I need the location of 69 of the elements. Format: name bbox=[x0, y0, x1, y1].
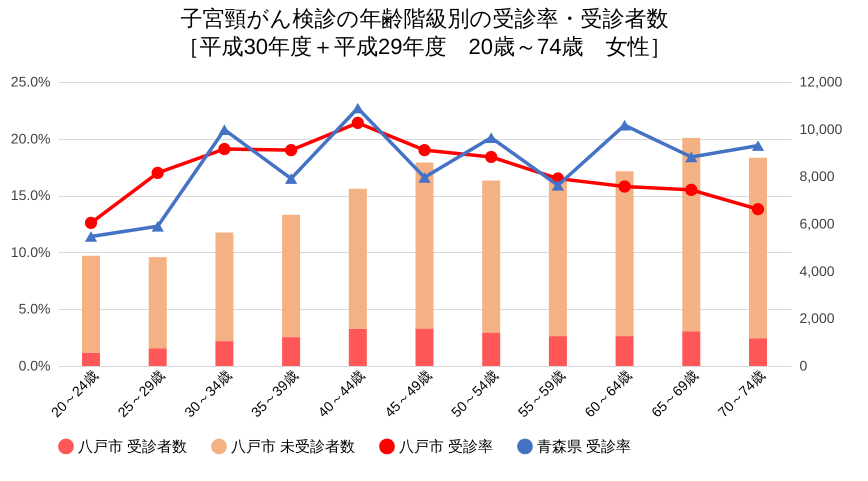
point bbox=[485, 150, 498, 164]
legend-label: 八戸市 受診者数 bbox=[78, 438, 188, 456]
bar bbox=[348, 188, 367, 329]
bar bbox=[548, 336, 567, 366]
bar bbox=[682, 138, 700, 332]
point bbox=[685, 152, 698, 162]
bar bbox=[748, 338, 767, 366]
x-tick-label: 60～64歳 bbox=[581, 367, 634, 420]
point bbox=[685, 184, 698, 196]
bar bbox=[748, 158, 767, 338]
y2-tick-label: 2,000 bbox=[800, 310, 835, 326]
bar bbox=[82, 256, 100, 353]
bar bbox=[82, 352, 100, 366]
bar bbox=[148, 348, 167, 366]
chart-subtitle: ［平成30年度＋平成29年度 20歳～74歳 女性］ bbox=[178, 34, 672, 59]
bar bbox=[348, 328, 367, 366]
point bbox=[284, 144, 298, 156]
bar bbox=[282, 214, 300, 338]
y2-tick-label: 6,000 bbox=[800, 216, 835, 232]
x-tick-label: 30～34歳 bbox=[181, 367, 234, 420]
point bbox=[552, 180, 564, 191]
bar bbox=[415, 328, 434, 366]
bar bbox=[482, 332, 500, 366]
point bbox=[418, 144, 431, 156]
y2-tick-label: 8,000 bbox=[800, 168, 835, 184]
point bbox=[84, 216, 98, 229]
bar bbox=[548, 181, 567, 336]
point bbox=[418, 172, 431, 183]
bar bbox=[616, 336, 634, 366]
point bbox=[284, 173, 298, 184]
point bbox=[752, 140, 764, 151]
bar bbox=[215, 232, 234, 342]
point bbox=[152, 220, 164, 232]
bar bbox=[482, 180, 500, 333]
bar bbox=[682, 331, 700, 366]
y-tick-label: 10.0% bbox=[10, 244, 50, 260]
x-tick-label: 35～39歳 bbox=[248, 367, 302, 420]
legend-label: 八戸市 未受診者数 bbox=[231, 438, 356, 456]
y-tick-label: 20.0% bbox=[10, 130, 50, 146]
point bbox=[218, 142, 231, 156]
x-tick-label: 25～29歳 bbox=[114, 367, 168, 420]
chart-title: 子宮頸がん検診の年齢階級別の受診率・受診者数 bbox=[180, 6, 668, 31]
x-tick-label: 70～74歳 bbox=[714, 367, 768, 420]
point bbox=[352, 116, 364, 130]
legend-label: 八戸市 受診率 bbox=[399, 438, 494, 456]
legend-label: 青森県 受診率 bbox=[537, 438, 632, 456]
point bbox=[752, 203, 764, 216]
point bbox=[352, 102, 364, 114]
y2-tick-label: 12,000 bbox=[800, 74, 843, 90]
x-tick-label: 55～59歳 bbox=[514, 367, 568, 420]
point bbox=[618, 180, 631, 193]
bar bbox=[415, 162, 434, 329]
bar bbox=[148, 257, 167, 348]
y2-tick-label: 10,000 bbox=[800, 120, 843, 137]
x-tick-label: 50～54歳 bbox=[448, 367, 502, 420]
y2-tick-label: 4,000 bbox=[800, 262, 835, 279]
point bbox=[84, 231, 98, 242]
y-tick-label: 5.0% bbox=[18, 300, 50, 317]
x-tick-label: 45～49歳 bbox=[381, 367, 434, 420]
y-tick-label: 15.0% bbox=[10, 187, 50, 204]
point bbox=[152, 166, 164, 179]
y2-tick-label: 0 bbox=[800, 358, 808, 374]
x-tick-label: 40～44歳 bbox=[314, 367, 368, 420]
bar bbox=[282, 337, 300, 366]
bar bbox=[616, 171, 634, 336]
y-tick-label: 0.0% bbox=[18, 358, 50, 374]
y-tick-label: 25.0% bbox=[10, 74, 50, 90]
bar bbox=[215, 341, 234, 366]
x-tick-label: 65～69歳 bbox=[648, 367, 702, 420]
